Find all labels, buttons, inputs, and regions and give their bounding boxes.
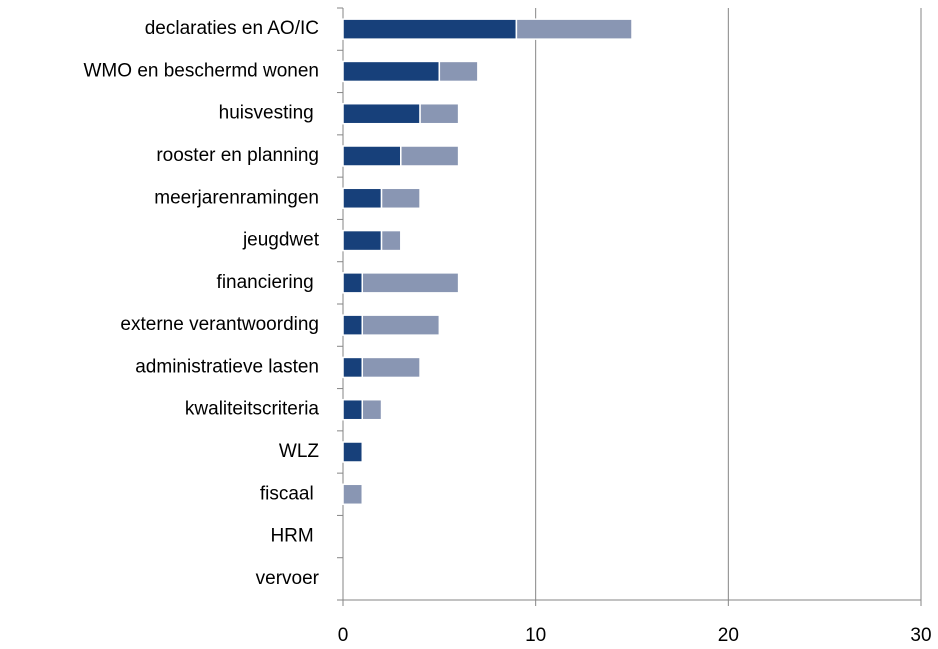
- bar-segment: [342, 272, 364, 294]
- y-tick-label: externe verantwoording: [120, 314, 319, 335]
- y-tick-label: meerjarenramingen: [154, 187, 319, 208]
- bar-segment: [515, 18, 633, 40]
- bar-segment: [361, 398, 383, 421]
- x-tick-label: 20: [718, 625, 739, 646]
- y-tick-label: WMO en beschermd wonen: [84, 60, 320, 81]
- bar-segment: [342, 398, 364, 421]
- y-tick-label: kwaliteitscriteria: [185, 399, 320, 420]
- y-tick-label: administratieve lasten: [135, 356, 319, 377]
- y-tick-label: vervoer: [256, 568, 320, 589]
- y-tick-label: financiering: [217, 272, 319, 293]
- bar-segment: [361, 314, 441, 336]
- x-tick-label: 10: [525, 625, 546, 646]
- x-tick-label: 0: [338, 625, 349, 646]
- bar-segment: [419, 102, 460, 125]
- bar-segment: [342, 441, 364, 463]
- bar-segment: [342, 60, 441, 83]
- y-tick-label: HRM: [270, 526, 319, 547]
- bar-segment: [380, 187, 421, 210]
- bar-segment: [400, 145, 460, 167]
- bar-segment: [438, 60, 479, 83]
- y-tick-label: huisvesting: [219, 103, 319, 124]
- bar-segment: [342, 145, 402, 167]
- bar-segment: [342, 314, 364, 336]
- bar-segment: [342, 356, 364, 379]
- bar-segment: [342, 187, 383, 210]
- x-tick-label: 30: [910, 625, 931, 646]
- bar-segment: [361, 272, 460, 294]
- bar-segment: [361, 356, 421, 379]
- bar-segment: [380, 229, 402, 252]
- bar-segment: [342, 229, 383, 252]
- y-tick-label: declaraties en AO/IC: [145, 18, 319, 39]
- y-tick-label: rooster en planning: [156, 145, 319, 166]
- bar-segment: [342, 483, 364, 506]
- y-tick-label: jeugdwet: [242, 230, 320, 251]
- bar-segment: [342, 102, 421, 125]
- y-tick-label: fiscaal: [260, 483, 319, 504]
- y-tick-label: WLZ: [279, 441, 320, 462]
- bar-segment: [342, 18, 518, 40]
